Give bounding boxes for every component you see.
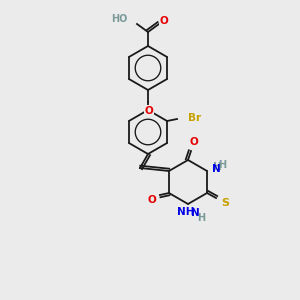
Text: O: O xyxy=(160,16,168,26)
Text: S: S xyxy=(221,198,229,208)
Text: N: N xyxy=(212,164,221,174)
Text: H: H xyxy=(213,162,221,172)
Text: H: H xyxy=(218,160,226,170)
Text: Br: Br xyxy=(188,113,201,123)
Text: O: O xyxy=(148,195,156,205)
Text: O: O xyxy=(190,137,198,147)
Text: N: N xyxy=(191,208,200,218)
Text: O: O xyxy=(145,106,153,116)
Text: HO: HO xyxy=(112,14,128,24)
Text: NH: NH xyxy=(177,207,195,217)
Text: H: H xyxy=(197,213,205,223)
